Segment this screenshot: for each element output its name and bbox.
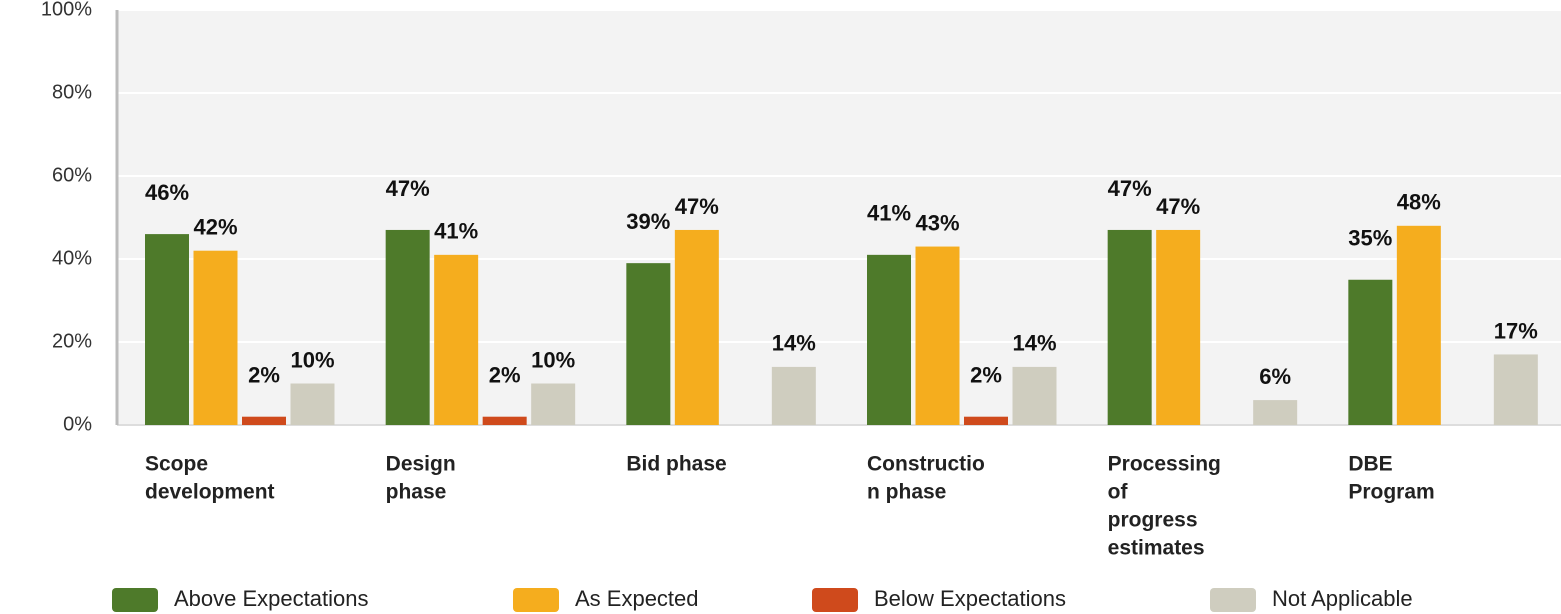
legend-label: Not Applicable xyxy=(1272,586,1413,611)
bar xyxy=(193,250,238,425)
value-label: 47% xyxy=(1156,194,1200,219)
value-label: 35% xyxy=(1348,226,1392,251)
x-tick-label: of xyxy=(1108,481,1129,504)
value-label: 10% xyxy=(290,347,334,372)
value-label: 17% xyxy=(1494,318,1538,343)
x-tick-label: DBE xyxy=(1348,453,1392,476)
value-label: 2% xyxy=(489,363,521,388)
value-label: 14% xyxy=(1012,331,1056,356)
bar xyxy=(1253,400,1298,425)
bar xyxy=(385,229,430,425)
value-label: 14% xyxy=(772,331,816,356)
bar xyxy=(1348,279,1393,425)
bar xyxy=(867,254,911,425)
value-label: 47% xyxy=(1108,176,1152,201)
x-tick-label: progress xyxy=(1108,509,1198,532)
bar xyxy=(1396,225,1441,425)
bar xyxy=(1156,229,1201,425)
bar xyxy=(626,263,671,425)
y-tick-label: 60% xyxy=(52,164,92,186)
bar xyxy=(145,234,189,425)
value-label: 48% xyxy=(1397,190,1441,215)
bar xyxy=(1107,229,1152,425)
x-tick-label: n phase xyxy=(867,481,946,504)
legend-swatch xyxy=(812,588,858,612)
x-tick-label: development xyxy=(145,481,275,504)
bar xyxy=(915,246,960,425)
legend-swatch xyxy=(112,588,158,612)
value-label: 47% xyxy=(675,194,719,219)
value-label: 46% xyxy=(145,180,189,205)
plot-area xyxy=(117,10,1561,425)
legend-swatch xyxy=(1210,588,1256,612)
value-label: 47% xyxy=(386,176,430,201)
value-label: 41% xyxy=(434,219,478,244)
legend-label: Above Expectations xyxy=(174,586,368,611)
bar xyxy=(674,229,719,425)
bar xyxy=(531,383,576,425)
legend-label: Below Expectations xyxy=(874,586,1066,611)
value-label: 43% xyxy=(915,210,959,235)
y-tick-label: 0% xyxy=(63,413,92,435)
y-tick-label: 100% xyxy=(41,0,92,20)
x-tick-label: Constructio xyxy=(867,453,985,476)
bar xyxy=(242,416,286,425)
y-tick-label: 40% xyxy=(52,247,92,269)
x-tick-label: Processing xyxy=(1108,453,1221,476)
bar xyxy=(482,416,527,425)
value-label: 39% xyxy=(626,209,670,234)
bar xyxy=(1493,354,1538,425)
x-tick-label: Program xyxy=(1348,481,1434,504)
x-tick-label: estimates xyxy=(1108,537,1205,560)
value-label: 10% xyxy=(531,347,575,372)
bar xyxy=(1012,366,1057,425)
value-label: 6% xyxy=(1259,364,1291,389)
y-tick-label: 20% xyxy=(52,330,92,352)
x-tick-label: Scope xyxy=(145,453,208,476)
x-tick-label: Design xyxy=(386,453,456,476)
bar xyxy=(290,383,335,425)
bar xyxy=(771,366,816,425)
value-label: 42% xyxy=(193,215,237,240)
value-label: 41% xyxy=(867,201,911,226)
bar xyxy=(434,254,479,425)
y-tick-label: 80% xyxy=(52,81,92,103)
x-tick-label: phase xyxy=(386,481,447,504)
bar xyxy=(964,416,1008,425)
value-label: 2% xyxy=(248,363,280,388)
value-label: 2% xyxy=(970,363,1002,388)
legend-swatch xyxy=(513,588,559,612)
x-tick-label: Bid phase xyxy=(626,453,726,476)
legend-label: As Expected xyxy=(575,586,699,611)
